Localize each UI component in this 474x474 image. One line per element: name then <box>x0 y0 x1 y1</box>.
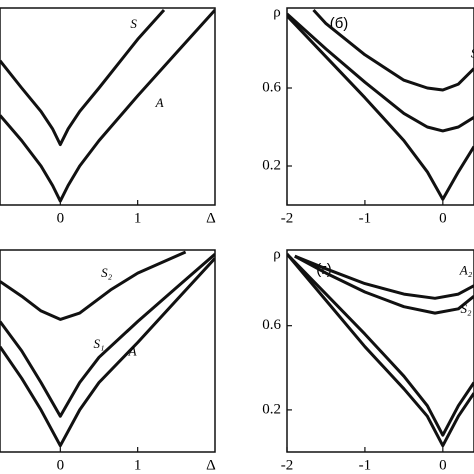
curve <box>287 253 474 437</box>
curve <box>0 8 166 147</box>
x-tick-label: 0 <box>57 210 65 226</box>
curves <box>0 250 215 448</box>
curve-label: A <box>155 95 164 110</box>
curve-label: S₁ <box>93 336 104 351</box>
curve <box>287 14 474 201</box>
curve <box>287 12 474 133</box>
y-tick-label: 0.6 <box>262 317 281 333</box>
curve <box>294 254 474 300</box>
y-tick-label: 0.6 <box>262 79 281 95</box>
panel: 0 1 Δ A S <box>0 7 216 226</box>
curve-label: S <box>471 45 474 60</box>
y-axis-label: ρ <box>273 4 281 20</box>
curve <box>0 250 187 321</box>
panel-label: (б) <box>330 15 349 32</box>
curve <box>294 254 474 315</box>
curve <box>287 253 474 448</box>
frame <box>0 7 216 206</box>
y-axis-label: ρ <box>273 246 281 262</box>
curve <box>312 8 474 92</box>
x-axis-label: Δ <box>206 457 216 473</box>
x-tick-label: 1 <box>134 457 142 473</box>
x-tick-label: 0 <box>439 210 447 226</box>
frame <box>286 249 474 453</box>
curve <box>0 252 215 418</box>
y-tick-label: 0.2 <box>262 157 281 173</box>
curve-label: A <box>128 344 137 359</box>
x-tick-label: 1 <box>134 210 142 226</box>
y-tick-label: 0.2 <box>262 401 281 417</box>
x-tick-label: 0 <box>57 457 65 473</box>
x-tick-label: -1 <box>359 210 372 226</box>
curve-label: S₂ <box>101 265 113 280</box>
frame <box>286 7 474 206</box>
x-tick-label: -2 <box>281 457 294 473</box>
curve <box>0 8 215 203</box>
curve-label: S <box>130 16 137 31</box>
x-tick-label: 0 <box>439 457 447 473</box>
frame <box>0 249 216 453</box>
curves <box>287 8 474 201</box>
panel: -2 -1 0 0.2 0.6 ρ (б) S <box>262 4 474 226</box>
x-tick-label: -2 <box>281 210 294 226</box>
curve-label: S₂ <box>460 301 472 316</box>
x-axis-label: Δ <box>206 210 216 226</box>
panel: 0 1 Δ A S₁ S₂ <box>0 249 216 473</box>
curves <box>0 8 215 203</box>
curves <box>287 253 474 448</box>
curve <box>0 257 215 448</box>
curve-label: A₂ <box>459 263 473 278</box>
x-tick-label: -1 <box>359 457 372 473</box>
